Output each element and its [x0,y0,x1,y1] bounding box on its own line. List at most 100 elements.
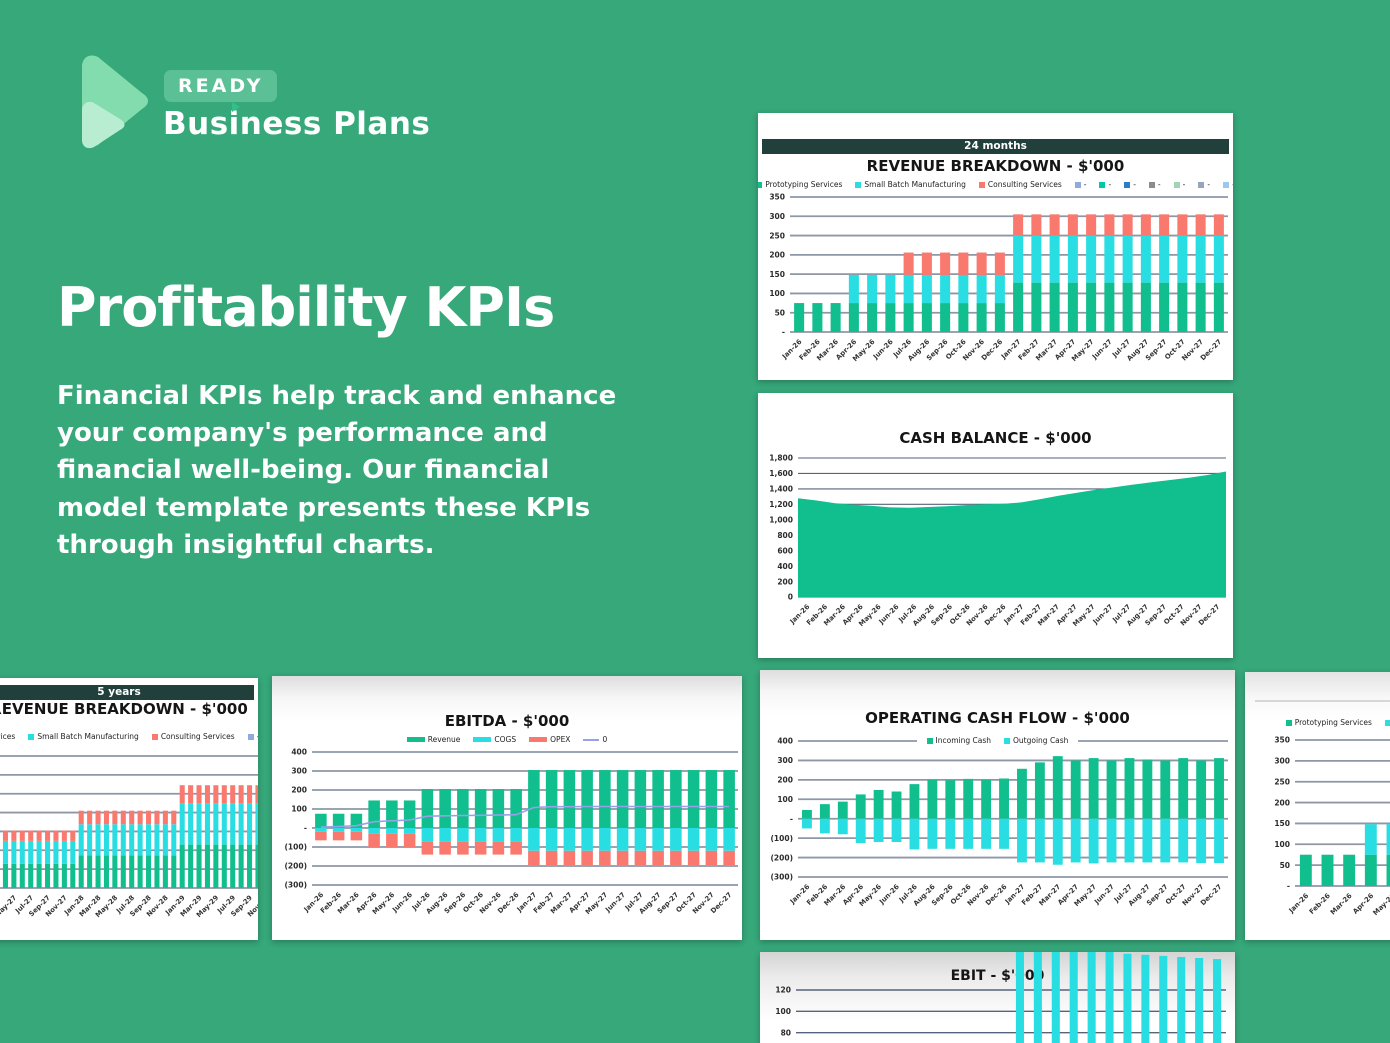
legend-label: Incoming Cash [935,736,992,745]
legend-item: Incoming Cash [926,736,992,745]
legend-item: Revenue [406,735,460,744]
svg-text:80: 80 [781,1028,791,1037]
brand-header: READY Business Plans [60,48,480,158]
chart-title: REVENUE BREAKDOWN - $'000 [0,700,248,718]
chart-title: OPERATING CASH FLOW - $'000 [865,709,1130,727]
chart-legend: Prototyping Services Small Batch Manufact… [0,732,258,741]
legend-swatch-icon [1384,719,1390,726]
revenue-breakdown-5y-chart: 700600500400300200100-Jan-26Mar-26May-26… [0,678,258,940]
legend-label: Outgoing Cash [1013,736,1069,745]
legend-label: OPEX [550,735,571,744]
svg-text:-: - [782,328,785,337]
legend-item: OPEX [529,735,570,744]
svg-text:1,000: 1,000 [769,515,793,524]
legend-swatch-icon [1198,181,1205,188]
svg-text:100: 100 [777,795,793,804]
legend-swatch-icon [1099,181,1106,188]
legend-item: COGS [473,735,516,744]
svg-text:200: 200 [777,776,793,785]
svg-text:(300): (300) [284,881,307,890]
legend-swatch-icon [758,181,763,188]
legend-swatch-icon [855,181,862,188]
brand-name: Business Plans [163,106,431,142]
svg-text:-: - [304,824,307,833]
svg-text:50: 50 [775,308,785,317]
legend-label: - [1182,180,1186,189]
legend-item: Outgoing Cash [1004,736,1068,745]
legend-item: - [1124,180,1136,189]
svg-text:350: 350 [769,193,785,202]
chart-legend: Prototyping Services Small Batch Manufact… [1245,718,1390,727]
legend-item: Small Batch Manufacturing [28,732,139,741]
svg-text:Jan-26: Jan-26 [1287,892,1311,916]
svg-text:250: 250 [769,231,785,240]
chart-legend: Revenue COGS OPEX 0 [272,735,742,744]
svg-text:300: 300 [769,212,785,221]
legend-swatch-icon [28,733,35,740]
legend-swatch-icon [926,737,933,744]
page-description: Financial KPIs help track and enhance yo… [57,381,617,560]
svg-text:120: 120 [775,986,791,995]
svg-text:(200): (200) [770,853,793,862]
svg-text:800: 800 [777,531,793,540]
legend-item: - [1173,180,1186,189]
svg-text:100: 100 [1274,840,1290,849]
svg-text:600: 600 [777,546,793,555]
svg-text:1,200: 1,200 [769,500,793,509]
chart-clip-window: 700600500400300200100-Jan-26Mar-26May-26… [0,678,258,940]
panel-ebit: EBIT - $'000 1201008060Jan-26Feb-26Mar-2… [760,952,1235,1043]
ebit-chart: 1201008060Jan-26Feb-26Mar-26Apr-26May-26… [760,952,1235,1043]
legend-swatch-icon [1223,181,1230,188]
svg-text:(200): (200) [284,862,307,871]
svg-text:May-26: May-26 [1372,892,1390,918]
legend-swatch-icon [1074,181,1081,188]
legend-label: - [1232,180,1233,189]
legend-label: - [1207,180,1211,189]
legend-swatch-icon [1004,737,1011,744]
panel-revenue-breakdown-right: Prototyping Services Small Batch Manufact… [1245,672,1390,940]
svg-text:1,600: 1,600 [769,469,793,478]
svg-text:0: 0 [788,593,793,602]
legend-item: 0 [583,735,607,744]
legend-label: Small Batch Manufacturing [864,180,966,189]
legend-item: Prototyping Services [0,732,15,741]
svg-text:200: 200 [1274,798,1290,807]
svg-text:(300): (300) [770,873,793,882]
svg-text:(100): (100) [284,843,307,852]
svg-text:Jun-27: Jun-27 [1090,338,1114,362]
legend-swatch-icon [247,733,254,740]
legend-item: Prototyping Services [1285,718,1372,727]
svg-text:100: 100 [291,805,307,814]
svg-text:50: 50 [1280,861,1290,870]
legend-swatch-icon [1148,181,1155,188]
svg-text:200: 200 [777,577,793,586]
legend-label: - [1083,180,1087,189]
period-header-5-years: 5 years [0,685,254,700]
svg-text:150: 150 [769,270,785,279]
page-title: Profitability KPIs [57,276,555,340]
svg-text:400: 400 [777,562,793,571]
legend-item: - [1099,180,1111,189]
legend-item: Consulting Services [151,732,235,741]
svg-text:100: 100 [775,1007,791,1016]
legend-swatch-icon [978,181,985,188]
chart-title: CASH BALANCE - $'000 [899,429,1092,447]
revenue-breakdown-24m-chart: 350 300 250 200 150 100 50- Jan-26 Feb-26 Mar-26 A… [758,113,1233,380]
svg-text:400: 400 [777,737,793,746]
svg-text:200: 200 [769,251,785,260]
ready-badge: READY [164,70,278,102]
svg-text:100: 100 [769,289,785,298]
chart-legend: Incoming Cash Outgoing Cash [916,736,1079,745]
svg-text:350: 350 [1274,736,1290,745]
legend-item: Small Batch Manufacturing [1384,718,1390,727]
svg-text:-: - [1287,882,1290,891]
operating-cash-flow-chart: 400 300 200 100- (100) (200) (300) Jan-26 Feb-26… [760,670,1235,940]
chart-title: REVENUE BREAKDOWN - $'000 [866,157,1125,175]
svg-text:300: 300 [777,756,793,765]
brand-i-dot-icon [232,102,240,112]
legend-item: - [1148,180,1161,189]
svg-text:400: 400 [291,748,307,757]
legend-swatch-icon [529,737,548,742]
svg-text:(100): (100) [770,834,793,843]
legend-label: COGS [494,735,517,744]
